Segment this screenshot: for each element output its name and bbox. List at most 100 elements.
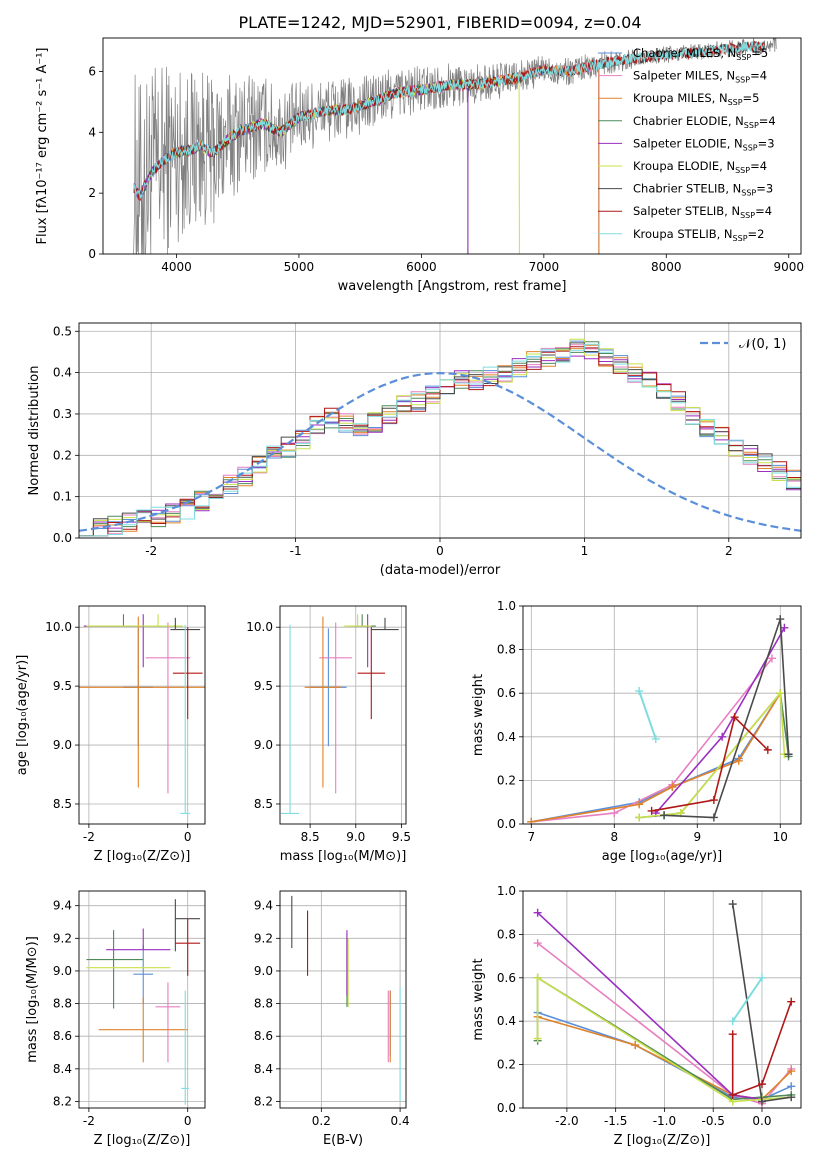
legend-gaussian-label: 𝒩(0, 1) (739, 337, 786, 352)
weight-line-salpeter-miles (531, 657, 773, 823)
age-vs-metallicity-panel: -2 0 8.5 9.0 9.5 10.0 Z [log₁₀(Z/Z⊙)] age [log₁… (15, 605, 206, 864)
y-tick-label: 10.0 (246, 620, 273, 634)
mass-weight-vs-metallicity-panel: -2.0 -1.5 -1.0 -0.5 0.0 0.0 0.2 0.4 0.6 0.8 1.0 Z [… (471, 884, 802, 1148)
plot-area (86, 899, 201, 1105)
y-tick-label: 8.4 (53, 1062, 72, 1076)
x-tick-label: 5000 (284, 260, 315, 274)
residual-histogram-panel: -2 -1 0 1 2 0.0 0.1 0.2 0.3 0.4 0.5 (data-model)/er… (27, 322, 802, 578)
y-tick-label: 0.6 (497, 686, 516, 700)
x-axis-label: Z [log₁₀(Z/Z⊙)] (94, 849, 191, 864)
plot-area (291, 895, 401, 1102)
legend-series-name: Kroupa ELODIE (633, 159, 719, 173)
x-tick-label: -2 (145, 544, 157, 558)
weight-marker (728, 1017, 737, 1026)
legend-label: Chabrier STELIB, NSSP=3 (633, 182, 773, 198)
x-tick-label: -2.0 (555, 1114, 578, 1128)
legend-nssp-subscript: SSP (733, 234, 748, 243)
weight-marker (728, 1030, 737, 1039)
weight-marker (776, 615, 785, 624)
legend-label: Kroupa STELIB, NSSP=2 (633, 227, 764, 243)
weight-marker (660, 811, 669, 820)
y-tick-label: 0.2 (497, 1058, 516, 1072)
figure-title: PLATE=1242, MJD=52901, FIBERID=0094, z=0… (238, 13, 641, 32)
legend-nssp-prefix: , N (728, 114, 744, 128)
y-tick-label: 0.0 (497, 1101, 516, 1115)
weight-marker (763, 745, 772, 754)
weight-marker (635, 800, 644, 809)
weight-line-chabrier-miles (531, 692, 781, 823)
age-vs-mass-panel: 8.5 9.0 9.5 8.5 9.0 9.5 10.0 mass [log₁₀(M/M⊙)] (246, 605, 411, 864)
y-tick-label: 8.2 (53, 1094, 72, 1108)
x-tick-label: 8000 (651, 260, 682, 274)
x-tick-label: -1.5 (604, 1114, 627, 1128)
legend-nssp-subscript: SSP (735, 166, 750, 175)
legend-nssp-subscript: SSP (728, 98, 743, 107)
legend-nssp-subscript: SSP (743, 143, 758, 152)
spectrum-panel: 4000 5000 6000 7000 8000 9000 0 2 4 6 wavelength [… (35, 37, 804, 294)
weight-marker (780, 623, 789, 632)
axes-frame (279, 890, 407, 1109)
x-tick-label: 9.5 (392, 830, 411, 844)
legend-series-name: Salpeter STELIB (633, 204, 724, 218)
y-tick-label: 8.8 (254, 997, 273, 1011)
legend-nssp-prefix: , N (727, 136, 743, 150)
legend-nssp-subscript: SSP (741, 189, 756, 198)
x-tick-label: -1.0 (653, 1114, 676, 1128)
y-tick-label: 0.2 (497, 773, 516, 787)
y-tick-label: 9.2 (53, 931, 72, 945)
x-tick-label: 0.4 (391, 1114, 410, 1128)
legend-nssp-value: =3 (756, 182, 773, 196)
x-tick-label: 10 (773, 830, 788, 844)
legend-series-name: Salpeter MILES (633, 69, 719, 83)
y-tick-label: 0.5 (53, 324, 72, 338)
y-tick-label: 9.0 (254, 738, 273, 752)
legend-label: Kroupa MILES, NSSP=5 (633, 91, 760, 107)
x-tick-label: 2 (725, 544, 733, 558)
weight-marker (787, 1093, 796, 1102)
mass-weight-vs-age-panel: 7 8 9 10 0.0 0.2 0.4 0.6 0.8 1.0 age [log₁₀(age/yr… (471, 599, 802, 864)
legend-series-name: Chabrier STELIB (633, 182, 725, 196)
y-tick-label: 0.6 (497, 971, 516, 985)
y-axis-label: Normed distribution (27, 366, 42, 496)
axes-frame (522, 890, 802, 1109)
legend-series-name: Chabrier ELODIE (633, 114, 728, 128)
weight-marker (533, 1034, 542, 1043)
y-tick-label: 0.8 (497, 643, 516, 657)
x-tick-label: -1 (290, 544, 302, 558)
legend-nssp-value: =2 (748, 227, 765, 241)
x-axis-label: Z [log₁₀(Z/Z⊙)] (94, 1133, 191, 1148)
weight-marker (709, 796, 718, 805)
x-tick-label: -2 (83, 830, 95, 844)
x-tick-label: 9 (693, 830, 701, 844)
y-tick-label: 8.8 (53, 997, 72, 1011)
y-tick-label: 0.1 (53, 490, 72, 504)
y-tick-label: 9.4 (53, 899, 72, 913)
legend-series-name: Chabrier MILES (633, 46, 720, 60)
weight-marker (651, 734, 660, 743)
y-tick-label: 10.0 (45, 620, 72, 634)
plot-area (533, 900, 796, 1108)
weight-line-salpeter-stelib (651, 715, 769, 812)
weight-marker (631, 1041, 640, 1050)
x-axis-label: mass [log₁₀(M/M⊙)] (280, 849, 407, 864)
legend-nssp-value: =5 (743, 91, 760, 105)
y-tick-label: 0.0 (53, 531, 72, 545)
weight-marker (787, 1067, 796, 1076)
weight-line-kroupa-stelib (638, 690, 657, 740)
legend-nssp-subscript: SSP (740, 211, 755, 220)
histogram-chabrier-stelib (79, 342, 801, 537)
y-tick-label: 6 (88, 64, 96, 78)
y-tick-label: 2 (88, 186, 96, 200)
y-tick-label: 0.8 (497, 927, 516, 941)
weight-marker (533, 973, 542, 982)
legend-label: Salpeter MILES, NSSP=4 (633, 69, 767, 85)
y-axis-label: mass weight (471, 958, 486, 1040)
legend-label: Chabrier MILES, NSSP=5 (633, 46, 768, 62)
weight-line-kroupa-stelib (731, 977, 763, 1022)
weight-marker (757, 973, 766, 982)
weight-marker (767, 654, 776, 663)
y-tick-label: 4 (88, 125, 96, 139)
legend-label: Salpeter STELIB, NSSP=4 (633, 204, 772, 220)
weight-marker (635, 687, 644, 696)
